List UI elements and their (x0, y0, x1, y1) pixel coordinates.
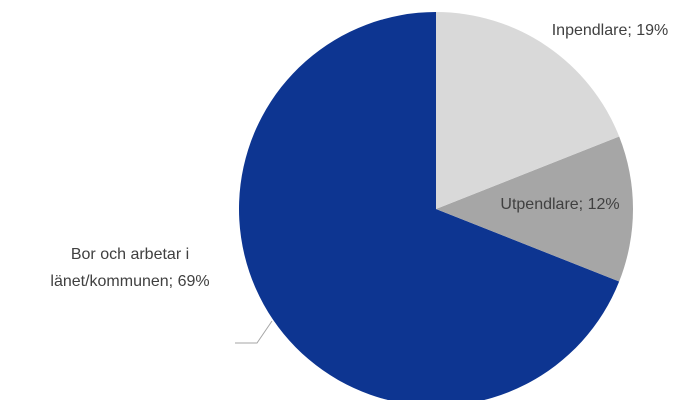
data-label: Inpendlare; 19% (551, 22, 669, 39)
data-label: Bor och arbetar i länet/kommunen; 69% (50, 246, 210, 290)
pie-slice (436, 12, 620, 209)
leader-line (235, 320, 273, 344)
pie-slice (239, 12, 620, 400)
data-label: Utpendlare; 12% (500, 196, 620, 213)
pie-slice (436, 136, 633, 282)
